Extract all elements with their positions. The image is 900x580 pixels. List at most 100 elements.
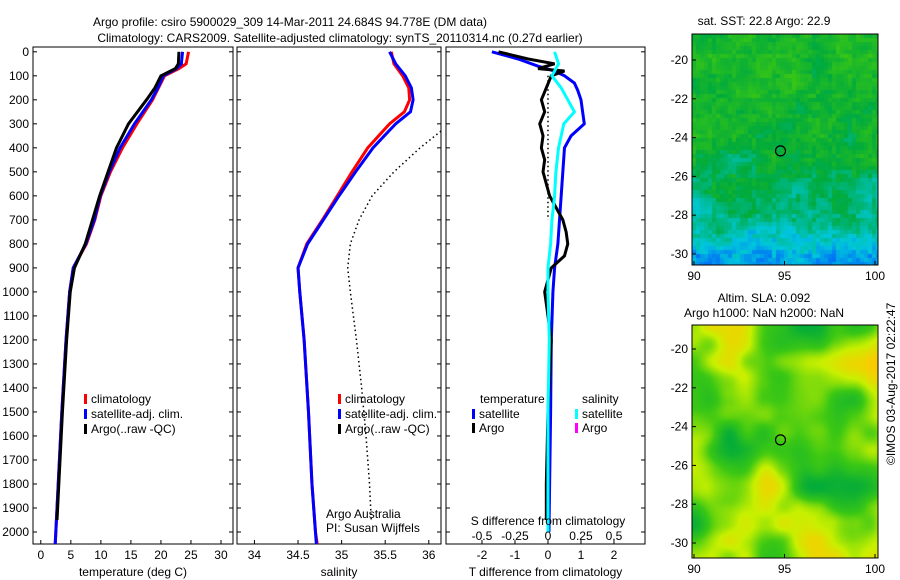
y-tick-label: 400 [9, 141, 29, 155]
y-tick-label: 1300 [2, 357, 29, 371]
x-tick-label: 35.5 [374, 548, 398, 562]
x-tick-label: 20 [154, 548, 168, 562]
difference-profile-axes [445, 46, 646, 545]
x-tick-label: 5 [67, 548, 74, 562]
legend-label: Argo [479, 421, 505, 435]
legend-label: Argo [582, 421, 608, 435]
y-tick-label: 0 [22, 45, 29, 59]
legend-swatch [472, 409, 475, 419]
y-tick-label: 500 [9, 165, 29, 179]
y-tick-label: 700 [9, 213, 29, 227]
legend-swatch [338, 424, 341, 434]
salinity-profile-xlabel: salinity [321, 565, 358, 579]
legend-label: satellite-adj. clim. [345, 407, 437, 421]
legend-swatch [338, 394, 341, 404]
y-tick-label: 1500 [2, 405, 29, 419]
sla-map-title: Altim. SLA: 0.092 [718, 291, 811, 305]
y-tick-label: 1900 [2, 501, 29, 515]
legend-label: Argo(..raw -QC) [91, 422, 176, 436]
y-tick-label: 1600 [2, 429, 29, 443]
y-tick-label: -24 [671, 131, 689, 145]
y-tick-label: -26 [671, 458, 689, 472]
y-tick-label: -28 [671, 497, 689, 511]
annotation-line: PI: Susan Wijffels [326, 521, 420, 535]
x-tick-label: 34 [248, 548, 262, 562]
legend-label: climatology [345, 392, 405, 406]
copyright: ©IMOS 03-Aug-2017 02:22:47 [884, 302, 898, 465]
series-satellite-adj-clim- [296, 51, 415, 545]
x-tick-label: 95 [778, 269, 792, 283]
legend-label: satellite [479, 407, 520, 421]
y-tick-label: 1000 [2, 285, 29, 299]
legend-swatch [338, 409, 341, 419]
y-tick-label: 100 [9, 69, 29, 83]
legend-label: climatology [91, 392, 151, 406]
x2-tick-label: 0 [545, 529, 552, 543]
series-t-argo [498, 50, 570, 520]
y-tick-label: 1200 [2, 333, 29, 347]
y-tick-label: 1400 [2, 381, 29, 395]
x-tick-label: 2 [611, 548, 618, 562]
y-tick-label: -22 [671, 92, 689, 106]
x-tick-label: 15 [124, 548, 138, 562]
difference-profile-xlabel: T difference from climatology [469, 565, 623, 579]
y-tick-label: 900 [9, 261, 29, 275]
x2-tick-label: 0.25 [569, 529, 593, 543]
y-tick-label: 1700 [2, 453, 29, 467]
x-tick-label: 0 [545, 548, 552, 562]
x-tick-label: 25 [184, 548, 198, 562]
x-tick-label: 100 [865, 269, 885, 283]
y-tick-label: 1100 [3, 309, 29, 323]
x2-tick-label: 0.5 [606, 529, 623, 543]
y-tick-label: -28 [671, 208, 689, 222]
title-line-2: Climatology: CARS2009. Satellite-adjuste… [97, 31, 582, 45]
legend-title-salinity: salinity [582, 392, 619, 406]
legend-swatch [575, 409, 578, 419]
x-tick-label: 35 [335, 548, 349, 562]
y-tick-label: 600 [9, 189, 29, 203]
sst-map-argo-position-marker [774, 145, 787, 157]
x-tick-label: 90 [687, 562, 701, 576]
x-tick-label: 90 [687, 269, 701, 283]
x-tick-label: 95 [778, 562, 792, 576]
series-argo-raw-qc- [346, 130, 442, 521]
annotation-line: Argo Australia [326, 507, 401, 521]
series-s-satellite [546, 51, 577, 532]
sst-map-title: sat. SST: 22.8 Argo: 22.9 [698, 14, 831, 28]
temperature-profile-axes [32, 46, 234, 545]
x-tick-label: 34.5 [286, 548, 310, 562]
legend-swatch [84, 394, 87, 404]
sla-map-argo-position-marker [774, 434, 787, 446]
y-tick-label: 1800 [2, 477, 29, 491]
x-tick-label: 0 [37, 548, 44, 562]
x-tick-label: -2 [477, 548, 488, 562]
x-tick-label: 1 [578, 548, 585, 562]
salinity-profile-axes [236, 46, 442, 545]
sla-map-subtitle: Argo h1000: NaN h2000: NaN [684, 306, 844, 320]
y-tick-label: -30 [671, 247, 689, 261]
y-tick-label: -20 [671, 342, 689, 356]
x-tick-label: -1 [510, 548, 521, 562]
x2-label: S difference from climatology [471, 514, 626, 528]
legend-label: Argo(..raw -QC) [345, 422, 430, 436]
y-tick-label: -22 [671, 381, 689, 395]
y-tick-label: 300 [9, 117, 29, 131]
y-tick-label: -24 [671, 420, 689, 434]
x-tick-label: 100 [865, 562, 885, 576]
y-tick-label: -20 [671, 53, 689, 67]
legend-title-temperature: temperature [480, 392, 545, 406]
title-line-1: Argo profile: csiro 5900029_309 14-Mar-2… [93, 15, 487, 29]
y-tick-label: -30 [671, 536, 689, 550]
legend-label: satellite [582, 407, 623, 421]
x-tick-label: 30 [214, 548, 228, 562]
series-argo-raw-qc- [55, 51, 181, 521]
y-tick-label: 800 [9, 237, 29, 251]
legend-label: satellite-adj. clim. [91, 407, 183, 421]
y-tick-label: 2000 [2, 525, 29, 539]
temperature-profile-xlabel: temperature (deg C) [79, 565, 187, 579]
legend-swatch [575, 423, 578, 433]
x-tick-label: 36 [422, 548, 436, 562]
x-tick-label: 10 [94, 548, 108, 562]
legend-swatch [472, 423, 475, 433]
